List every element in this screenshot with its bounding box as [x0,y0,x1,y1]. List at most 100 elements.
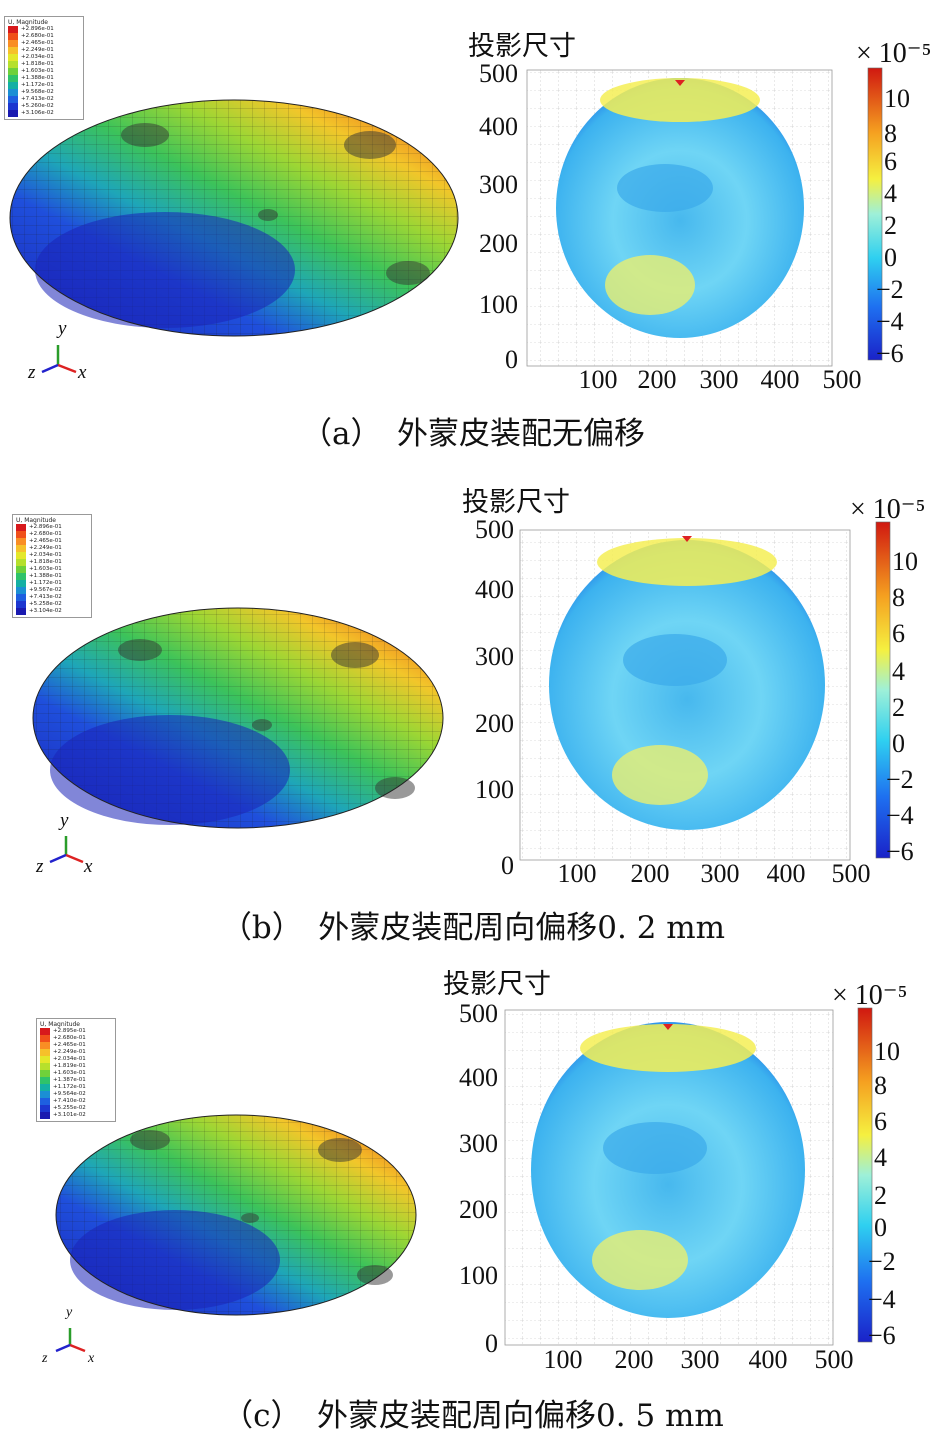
cb-tick: −4 [886,801,914,830]
fe-legend-row: +2.465e-01 [40,1042,112,1049]
colorbar-exponent: × 10⁻⁵ [856,38,931,69]
fe-model-c [55,1114,417,1316]
y-tick: 500 [479,59,518,88]
fe-legend-value: +2.465e-01 [29,538,62,544]
fe-legend-title: U, Magnitude [16,517,56,524]
cb-tick: 4 [884,179,897,208]
y-tick: 200 [459,1195,498,1224]
fe-legend-swatch [16,587,26,594]
cb-tick: −2 [868,1247,896,1276]
fe-legend-row: +1.172e-01 [8,82,80,89]
fe-legend-row: +3.101e-02 [40,1112,112,1119]
fe-legend-value: +2.680e-01 [21,33,54,39]
cb-tick: −4 [868,1285,896,1314]
axis-label-z: z [35,856,44,877]
axis-triad-a [41,345,77,374]
fe-model-b [32,607,444,829]
fe-legend-swatch [16,601,26,608]
fe-legend-value: +2.249e-01 [29,545,62,551]
fe-legend-swatch [16,559,26,566]
fe-legend-row: +1.387e-01 [40,1077,112,1084]
fe-legend-value: +2.249e-01 [53,1049,86,1055]
fe-legend-row: +1.819e-01 [40,1063,112,1070]
colorbar-a [867,67,883,361]
fe-legend-swatch [16,524,26,531]
fe-legend-value: +9.564e-02 [53,1091,86,1097]
cb-tick: 4 [892,657,905,686]
fe-legend-row: +1.388e-01 [16,573,88,580]
axis-label-y: y [58,810,69,831]
x-tick: 100 [579,365,618,394]
fe-model-a [9,99,459,337]
fe-legend-row: +2.249e-01 [16,545,88,552]
fe-legend-row: +2.249e-01 [40,1049,112,1056]
x-tick: 100 [558,859,597,888]
axis-label-z: z [27,362,36,383]
panel-a: y z x 500 400 300 200 100 0 100 200 300 … [0,0,946,470]
cb-tick: 6 [884,147,897,176]
fe-legend-value: +1.387e-01 [53,1077,86,1083]
fe-legend-value: +1.603e-01 [21,68,54,74]
fe-legend-value: +1.172e-01 [21,82,54,88]
cb-tick: 0 [884,243,897,272]
fe-legend-value: +1.819e-01 [53,1063,86,1069]
x-tick: 200 [631,859,670,888]
cb-tick: −4 [876,307,904,336]
fe-legend-row: +7.413e-02 [16,594,88,601]
axis-label-y: y [64,1305,73,1320]
projection-title-b: 投影尺寸 [462,487,570,518]
fe-legend-row: +7.413e-02 [8,96,80,103]
fe-legend-value: +1.818e-01 [29,559,62,565]
axis-label-x: x [77,362,87,383]
fe-legend-value: +7.413e-02 [21,96,54,102]
fe-legend-swatch [40,1112,50,1119]
fe-legend-value: +2.034e-01 [21,54,54,60]
fe-legend-swatch [40,1077,50,1084]
projection-title-a: 投影尺寸 [468,31,576,62]
fe-legend-value: +9.568e-02 [21,89,54,95]
projection-plot-a [526,69,833,367]
y-tick: 0 [505,345,518,374]
fe-legend-swatch [8,68,18,75]
y-tick: 0 [485,1329,498,1358]
fe-legend-value: +2.680e-01 [53,1035,86,1041]
y-tick: 200 [479,229,518,258]
fe-legend-value: +5.260e-02 [21,103,54,109]
fe-legend-swatch [16,531,26,538]
fe-legend-swatch [40,1049,50,1056]
projection-plot-b [519,529,851,861]
colorbar-exponent: × 10⁻⁵ [832,980,907,1011]
fe-legend-swatch [40,1084,50,1091]
fe-legend-swatch [16,608,26,615]
y-tick: 500 [475,515,514,544]
fe-legend-swatch [8,96,18,103]
fe-legend-swatch [8,26,18,33]
fe-legend-row: +9.567e-02 [16,587,88,594]
fe-legend-value: +9.567e-02 [29,587,62,593]
fe-legend-row: +5.260e-02 [8,103,80,110]
fe-legend-row: +3.106e-02 [8,110,80,117]
colorbar-exponent: × 10⁻⁵ [850,494,925,525]
fe-legend-value: +7.413e-02 [29,594,62,600]
fe-legend-title: U, Magnitude [40,1021,80,1028]
x-tick: 300 [700,365,739,394]
fe-legend-row: +3.104e-02 [16,608,88,615]
fe-legend-swatch [8,110,18,117]
fe-legend-value: +1.172e-01 [53,1084,86,1090]
fe-legend-value: +1.172e-01 [29,580,62,586]
cb-tick: −6 [868,1321,896,1350]
cb-tick: −6 [886,837,914,866]
x-tick: 200 [638,365,677,394]
panel-b-graphics: y z x 500 400 300 200 100 0 100 200 300 … [32,494,925,888]
y-tick: 300 [459,1129,498,1158]
y-tick: 400 [479,112,518,141]
fe-legend-rows: +2.896e-01 +2.680e-01 +2.465e-01 +2.249e-01… [8,26,80,117]
fe-legend-value: +7.410e-02 [53,1098,86,1104]
fe-legend-row: +2.034e-01 [16,552,88,559]
fe-legend-value: +3.101e-02 [53,1112,86,1118]
axis-label-x: x [83,856,93,877]
cb-tick: 6 [892,619,905,648]
fe-legend-b: U, Magnitude +2.896e-01 +2.680e-01 +2.465e… [12,514,92,618]
fe-legend-swatch [40,1091,50,1098]
fe-legend-row: +2.680e-01 [8,33,80,40]
